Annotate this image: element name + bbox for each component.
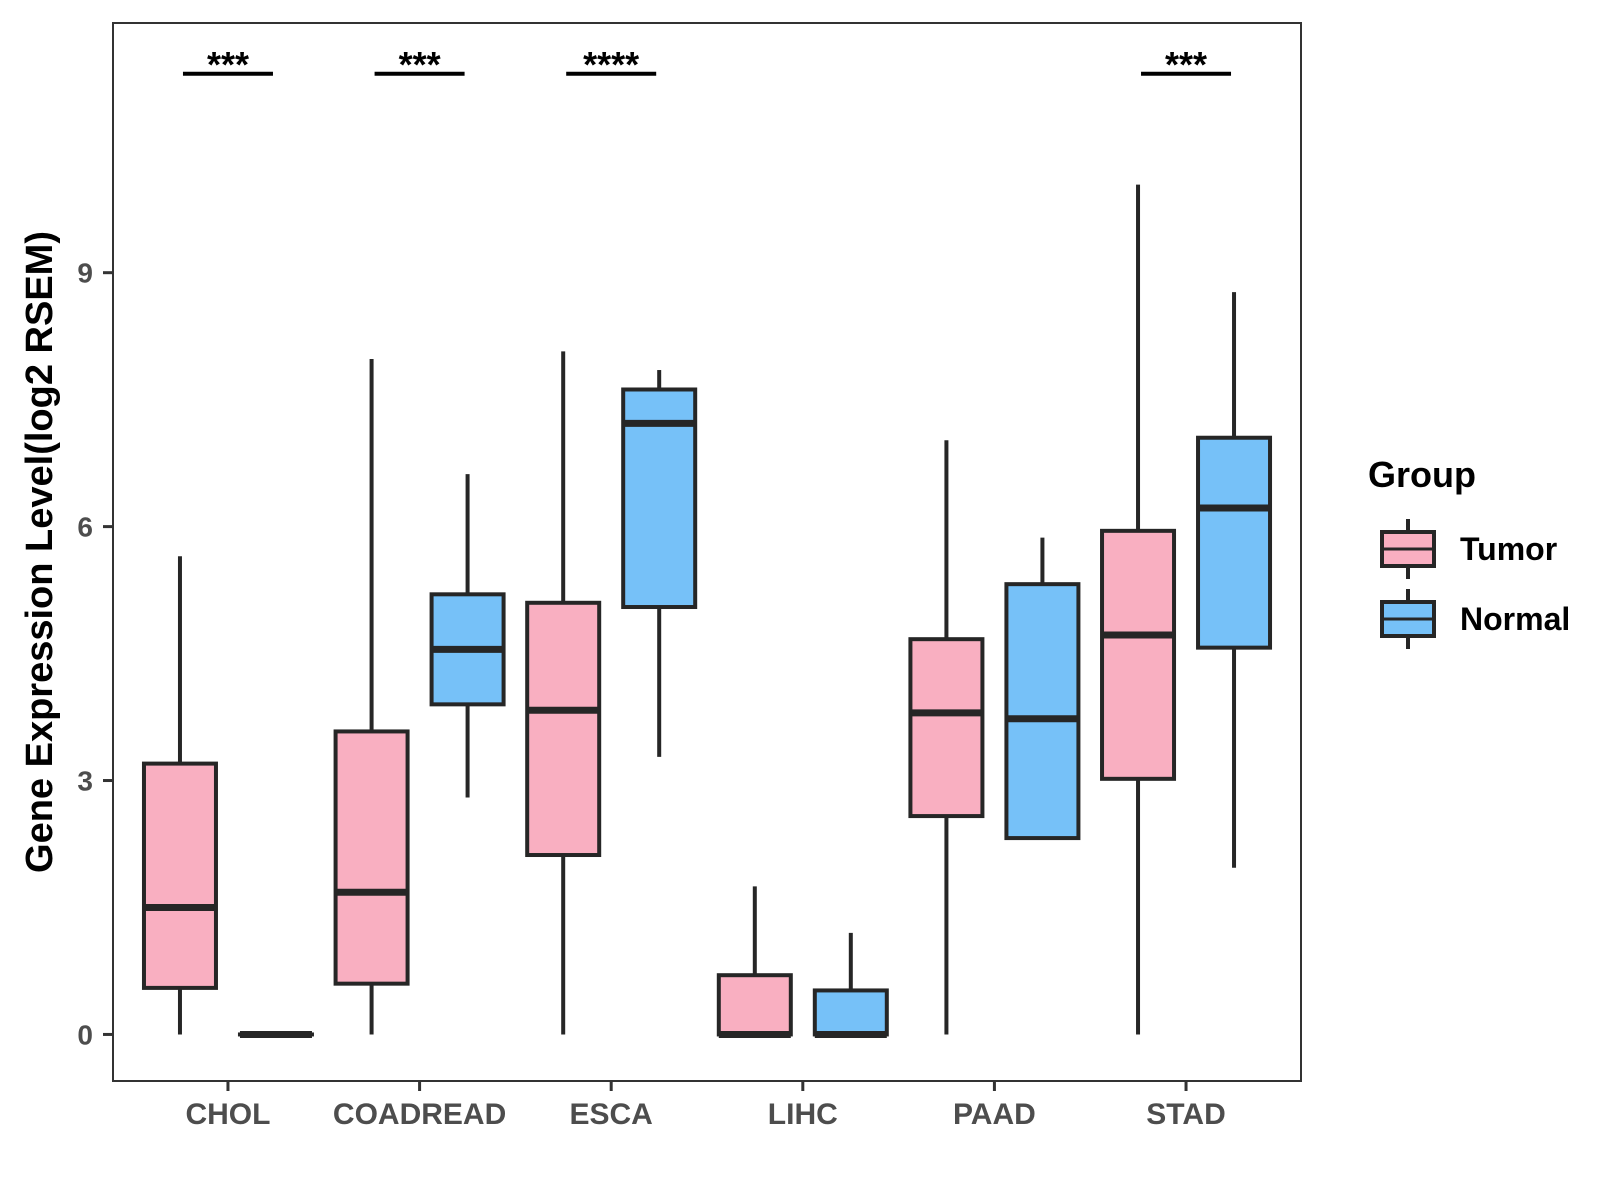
box-iqr-lihc-normal [812,988,889,1037]
boxes-layer [141,184,1273,1038]
legend-items: Tumor Normal [1380,519,1570,649]
box-lihc-tumor [716,886,793,1038]
legend-title: Group [1368,454,1476,495]
box-stad-tumor [1100,184,1177,1035]
box-iqr-esca-tumor [525,600,602,858]
x-tick-label-paad: PAAD [953,1098,1036,1131]
legend: Group Tumor Normal [1368,454,1570,649]
x-tick-label-esca: ESCA [570,1098,653,1131]
box-iqr-stad-normal [1196,435,1273,650]
x-tick-label-chol: CHOL [185,1098,270,1131]
significance-label-esca: **** [583,44,639,85]
significance-layer: *** *** **** *** [182,44,1232,85]
box-lihc-normal [812,932,889,1038]
box-iqr-lihc-tumor [716,973,793,1037]
legend-label-tumor: Tumor [1460,531,1557,567]
significance-label-chol: *** [207,44,249,85]
significance-label-stad: *** [1165,44,1207,85]
box-iqr-stad-tumor [1100,528,1177,781]
box-iqr-coadread-tumor [333,729,410,986]
y-tick-label-6: 6 [77,512,93,543]
box-esca-normal [621,370,698,757]
y-tick-label-3: 3 [77,766,93,797]
x-tick-label-lihc: LIHC [768,1098,838,1131]
box-iqr-chol-tumor [141,761,218,990]
box-paad-normal [1004,537,1081,841]
axes-layer: 0 3 6 9 CHOL COADREAD ESCA LIHC PAAD STAD [77,258,1225,1131]
y-tick-label-9: 9 [77,258,93,289]
box-iqr-paad-tumor [908,637,985,819]
x-tick-label-coadread: COADREAD [333,1098,506,1131]
y-axis-title: Gene Expression Level(log2 RSEM) [19,231,61,873]
box-stad-normal [1196,292,1273,868]
box-chol-tumor [141,556,218,1035]
box-coadread-normal [429,474,506,798]
box-iqr-paad-normal [1004,582,1081,841]
x-tick-label-stad: STAD [1146,1098,1225,1131]
significance-label-coadread: *** [399,44,441,85]
box-esca-tumor [525,351,602,1035]
y-tick-label-0: 0 [77,1019,93,1050]
box-coadread-tumor [333,359,410,1035]
legend-label-normal: Normal [1460,601,1570,637]
box-paad-tumor [908,440,985,1035]
legend-item-tumor: Tumor [1380,519,1557,579]
legend-item-normal: Normal [1380,589,1570,649]
